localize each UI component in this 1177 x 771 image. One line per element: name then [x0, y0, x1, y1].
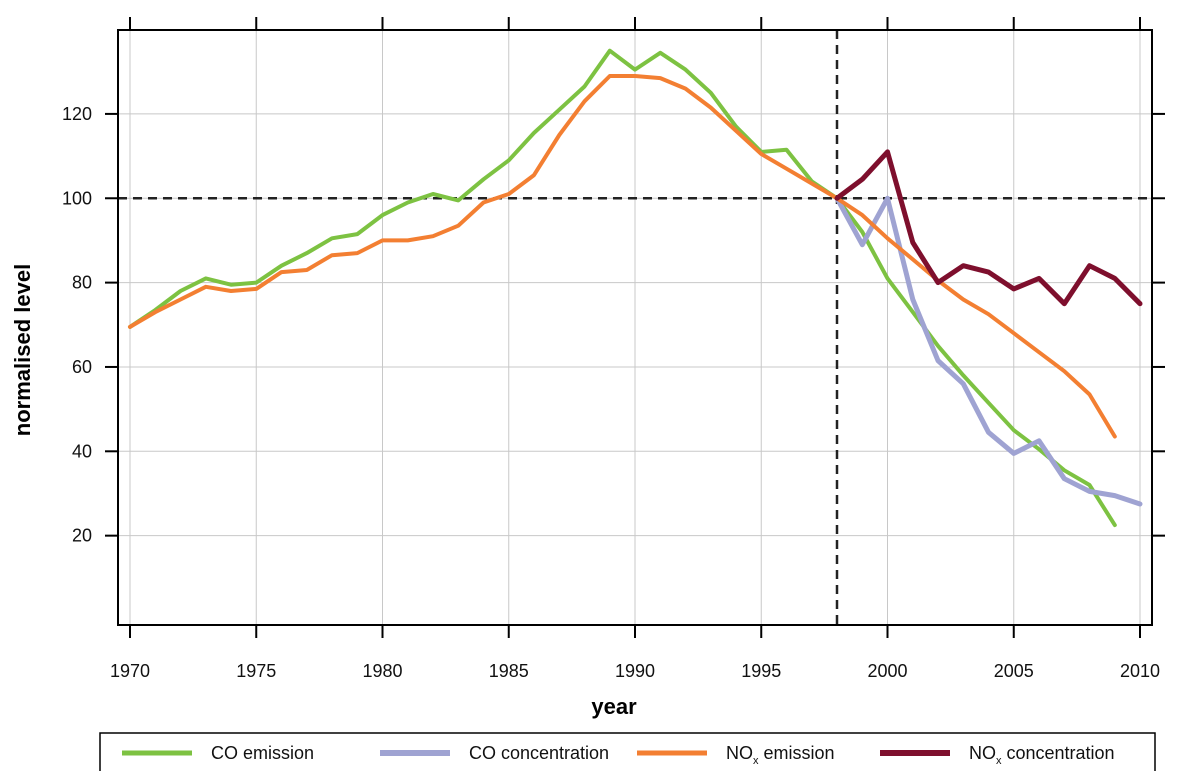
series-line-2 — [834, 195, 1143, 507]
x-tick-label: 1975 — [236, 661, 276, 681]
legend-label-2: CO concentration — [469, 743, 609, 763]
tick-labels: 1970 1975 1980 1985 1990 1995 2000 2005 2010 20 40… — [62, 104, 1160, 681]
series-line-3 — [128, 74, 1117, 439]
x-tick-label: 2010 — [1120, 661, 1160, 681]
y-tick-label: 120 — [62, 104, 92, 124]
legend-box — [99, 732, 1156, 771]
y-tick-label: 60 — [72, 357, 92, 377]
x-tick-label: 1990 — [615, 661, 655, 681]
legend-label-1: CO emission — [211, 743, 314, 763]
x-axis-title: year — [591, 694, 637, 719]
legend-label-3: NOx emission — [726, 743, 835, 767]
legend-label-4: NOx concentration — [969, 743, 1115, 767]
x-tick-label: 1970 — [110, 661, 150, 681]
x-tick-label: 2005 — [994, 661, 1034, 681]
legend: CO emission CO concentration NOx emission N… — [99, 732, 1156, 771]
y-tick-label: 100 — [62, 188, 92, 208]
x-tick-label: 1995 — [741, 661, 781, 681]
x-tick-label: 2000 — [867, 661, 907, 681]
x-tick-label: 1980 — [362, 661, 402, 681]
y-tick-label: 40 — [72, 441, 92, 461]
grid — [118, 30, 1152, 625]
y-axis-title: normalised level — [10, 264, 35, 436]
axis-ticks — [105, 17, 1165, 638]
series-line-1 — [128, 48, 1117, 528]
reference-lines — [118, 30, 1152, 625]
y-tick-label: 80 — [72, 273, 92, 293]
x-tick-label: 1985 — [489, 661, 529, 681]
series-lines — [128, 48, 1143, 528]
series-line-4 — [834, 149, 1143, 307]
y-tick-label: 20 — [72, 526, 92, 546]
